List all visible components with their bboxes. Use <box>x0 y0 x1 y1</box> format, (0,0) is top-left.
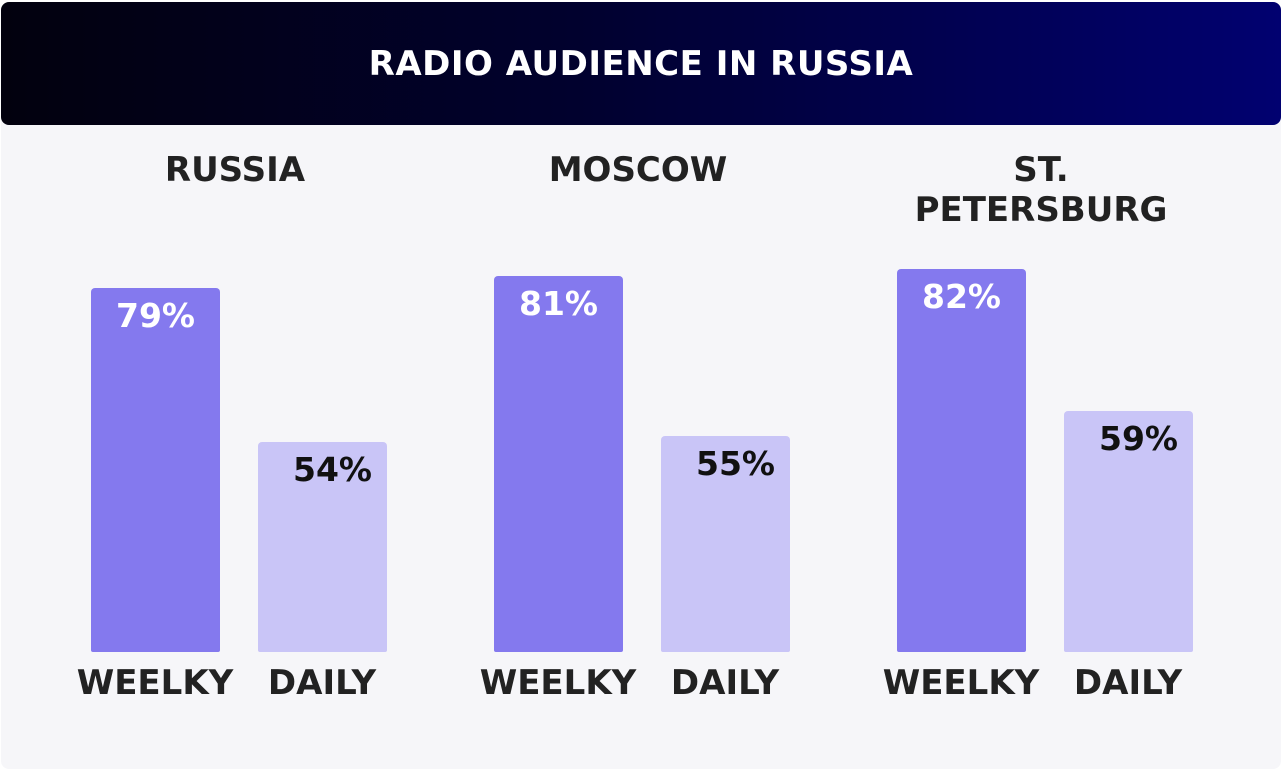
data-label: 81% <box>519 283 598 323</box>
group-label: ST. PETERSBURG <box>914 150 1168 230</box>
data-label: 79% <box>116 295 195 335</box>
group-label: RUSSIA <box>164 150 306 190</box>
data-label: 54% <box>293 450 372 490</box>
chart-title: RADIO AUDIENCE IN RUSSIA <box>368 43 914 84</box>
bar-weekly: 79% <box>91 287 220 652</box>
x-tick-label: WEELKY <box>479 663 637 703</box>
data-label: 82% <box>922 277 1001 317</box>
x-tick-label: DAILY <box>670 663 780 703</box>
x-tick-label: DAILY <box>1073 663 1183 703</box>
chart-header: RADIO AUDIENCE IN RUSSIA <box>1 2 1281 125</box>
x-tick-label: WEELKY <box>76 663 234 703</box>
x-tick-label: WEELKY <box>882 663 1040 703</box>
bar-daily: 59% <box>1064 411 1193 652</box>
data-label: 59% <box>1099 419 1178 459</box>
bar-weekly: 81% <box>494 275 623 652</box>
data-label: 55% <box>696 444 775 483</box>
x-tick-label: DAILY <box>267 663 377 703</box>
bar-weekly: 82% <box>897 269 1026 652</box>
bar-daily: 54% <box>258 442 387 652</box>
bar-daily: 55% <box>661 436 790 652</box>
group-label: MOSCOW <box>548 150 728 190</box>
